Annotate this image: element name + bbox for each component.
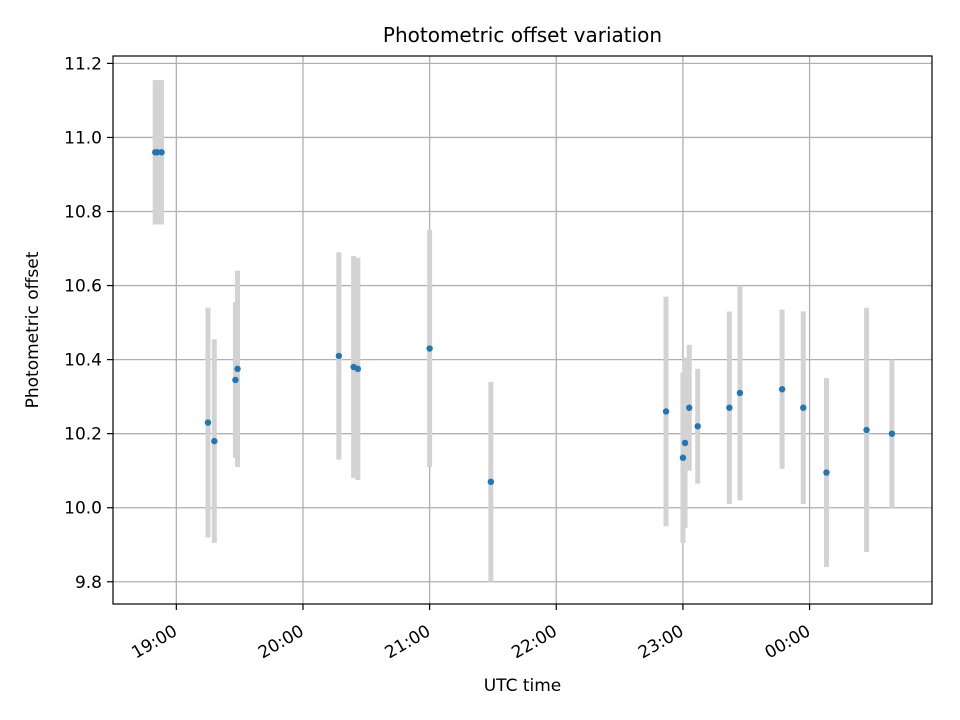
x-ticks: 19:00 20:00 21:00 22:00 23:00 00:00 [128,604,814,663]
data-point [204,419,212,426]
y-tick-label: 10.2 [64,425,102,445]
y-tick-label: 10.4 [64,351,102,371]
plot-frame [112,55,933,605]
data-point [686,404,693,411]
y-tick-label: 10.6 [64,277,102,297]
data-point [888,430,896,437]
data-point [232,376,239,384]
data-point [662,408,670,415]
x-tick-label: 20:00 [255,621,307,663]
data-point [211,437,218,445]
data-point [234,365,241,373]
error-bars [152,80,895,582]
x-axis-label: UTC time [484,676,562,696]
data-point [823,469,830,476]
x-tick-label: 19:00 [128,621,180,663]
data-point [681,439,689,447]
data-point [736,389,744,397]
x-tick-label: 21:00 [382,621,434,663]
data-point [158,149,165,156]
data-point [863,426,870,434]
data-point [426,345,433,352]
chart-title: Photometric offset variation [383,23,662,47]
x-tick-label: 22:00 [508,621,560,663]
data-point [726,404,733,411]
data-points [152,149,896,486]
y-tick-label: 9.8 [75,573,102,593]
data-point [487,478,495,486]
y-ticks: 9.8 10.0 10.2 10.4 10.6 10.8 11.0 11.2 [64,54,113,593]
data-point [679,454,687,461]
y-tick-label: 10.8 [64,203,102,223]
x-tick-label: 00:00 [762,621,814,663]
y-tick-label: 11.2 [64,54,102,74]
y-tick-label: 10.0 [64,499,102,519]
data-point [778,386,786,393]
x-tick-label: 23:00 [635,621,687,663]
y-tick-label: 11.0 [64,128,102,148]
data-point [354,365,362,373]
data-point [694,423,701,430]
y-axis-label: Photometric offset [23,251,43,408]
data-point [335,352,343,360]
data-point [800,404,807,411]
